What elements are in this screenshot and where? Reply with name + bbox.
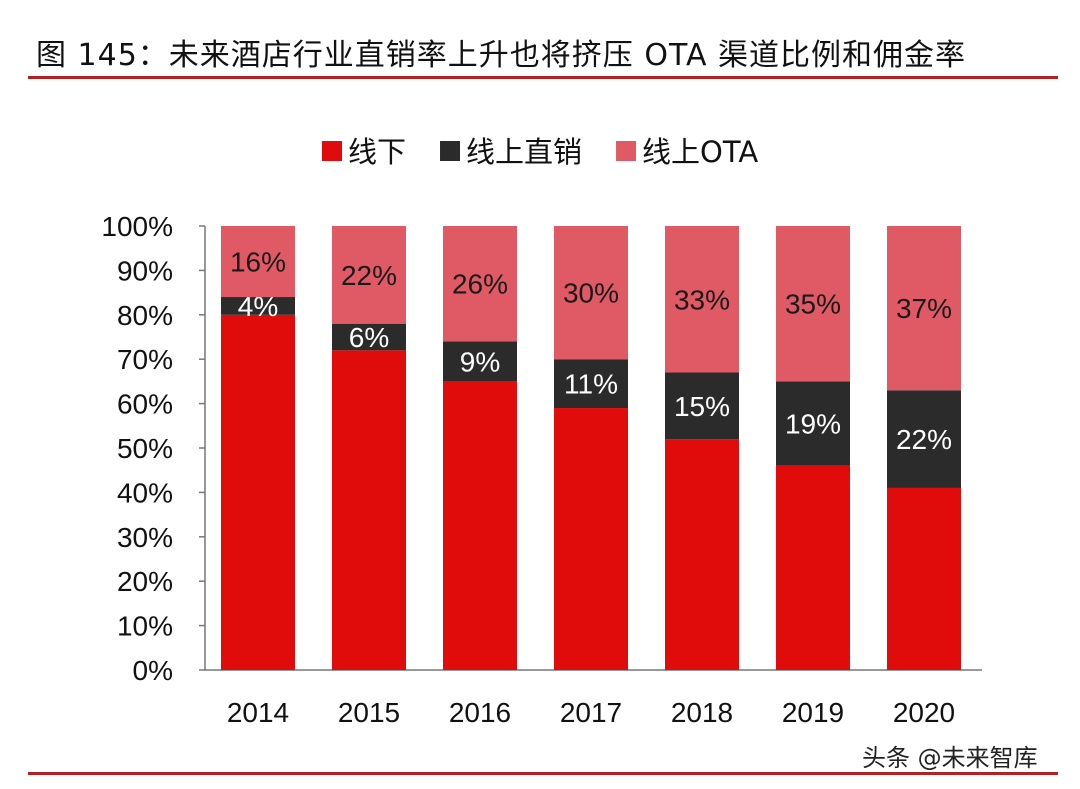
- x-tick-label: 2017: [560, 697, 622, 728]
- figure-title: 图 145：未来酒店行业直销率上升也将挤压 OTA 渠道比例和佣金率: [36, 38, 967, 73]
- y-tick-label: 10%: [117, 611, 173, 642]
- x-tick-label: 2019: [782, 697, 844, 728]
- data-label: 19%: [785, 409, 841, 440]
- bar-segment: [554, 408, 628, 670]
- data-label: 11%: [564, 369, 618, 400]
- legend-swatch: [440, 141, 461, 161]
- y-tick-label: 20%: [117, 566, 173, 597]
- bar-segment: [776, 226, 850, 382]
- data-label: 6%: [349, 322, 389, 353]
- x-tick-label: 2015: [338, 697, 400, 728]
- bar-segment: [443, 226, 517, 342]
- x-tick-label: 2014: [227, 697, 289, 728]
- y-tick-label: 70%: [117, 344, 173, 375]
- y-tick-label: 60%: [117, 389, 173, 420]
- data-label: 15%: [674, 391, 730, 422]
- y-tick-label: 80%: [117, 300, 173, 331]
- data-label: 33%: [674, 284, 730, 315]
- x-tick-label: 2016: [449, 697, 511, 728]
- bar-segment: [776, 465, 850, 670]
- bar-segment: [887, 226, 961, 391]
- bar-segment: [665, 372, 739, 440]
- data-label: 26%: [452, 269, 508, 300]
- legend-label: 线上OTA: [642, 135, 758, 169]
- y-tick-label: 0%: [133, 655, 173, 686]
- bar-segment: [887, 390, 961, 488]
- y-tick-label: 40%: [117, 477, 173, 508]
- y-tick-label: 30%: [117, 522, 173, 553]
- bar-segment: [776, 381, 850, 466]
- legend-swatch: [322, 141, 342, 161]
- legend-label: 线下: [348, 135, 406, 169]
- x-tick-label: 2018: [671, 697, 733, 728]
- legend-swatch: [616, 141, 637, 161]
- data-label: 35%: [785, 289, 841, 320]
- bar-segment: [887, 487, 961, 670]
- data-label: 22%: [896, 424, 952, 455]
- data-label: 16%: [230, 247, 286, 278]
- y-tick-label: 50%: [117, 433, 173, 464]
- title-divider: [28, 76, 1058, 79]
- bar-segment: [665, 439, 739, 670]
- bar-segment: [221, 297, 295, 315]
- bar-segment: [332, 323, 406, 351]
- bar-segment: [443, 381, 517, 670]
- data-label: 22%: [341, 260, 397, 291]
- bar-segment: [554, 359, 628, 409]
- footer-divider: [28, 772, 1058, 775]
- y-tick-label: 100%: [101, 211, 173, 242]
- data-label: 30%: [563, 278, 619, 309]
- watermark: 头条 @未来智库: [862, 744, 1038, 772]
- data-label: 37%: [896, 293, 952, 324]
- bar-segment: [332, 350, 406, 670]
- bar-segment: [332, 226, 406, 324]
- y-tick-label: 90%: [117, 255, 173, 286]
- bar-segment: [665, 226, 739, 373]
- legend-label: 线上直销: [466, 135, 582, 169]
- bar-segment: [554, 226, 628, 360]
- bar-segment: [221, 314, 295, 670]
- bar-segment: [221, 226, 295, 298]
- x-tick-label: 2020: [893, 697, 955, 728]
- data-label: 9%: [460, 346, 500, 377]
- bar-segment: [443, 341, 517, 382]
